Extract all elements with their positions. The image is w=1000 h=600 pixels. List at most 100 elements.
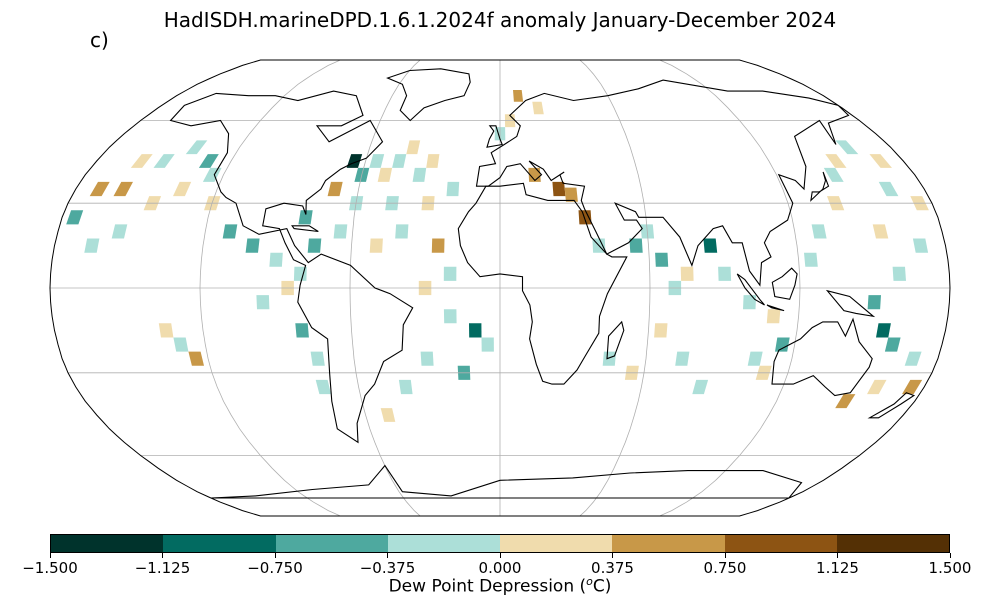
anomaly-cell xyxy=(153,154,175,168)
anomaly-cell xyxy=(602,351,617,366)
colorbar-tick-mark xyxy=(387,553,388,558)
colorbar xyxy=(50,534,950,553)
gridline-longitude xyxy=(579,60,651,516)
coastline xyxy=(211,464,803,499)
map-outline xyxy=(49,59,951,517)
anomaly-cell xyxy=(884,337,901,352)
anomaly-cell xyxy=(703,238,718,253)
colorbar-label-suffix: C) xyxy=(592,576,612,597)
anomaly-cell xyxy=(198,154,219,168)
anomaly-cell xyxy=(513,90,524,102)
anomaly-cell xyxy=(481,337,494,352)
coastline xyxy=(169,90,414,444)
robinson-world-map xyxy=(49,59,951,517)
coastline xyxy=(736,273,765,306)
colorbar-segment xyxy=(612,535,725,552)
anomaly-cell xyxy=(392,154,407,168)
colorbar-tick-mark xyxy=(612,553,613,558)
gridline-longitude xyxy=(199,60,341,516)
anomaly-cells xyxy=(66,90,929,422)
anomaly-cell xyxy=(426,154,440,168)
anomaly-cell xyxy=(398,379,413,395)
coastline xyxy=(810,171,830,202)
gridline-longitude xyxy=(349,60,421,516)
colorbar-tick-label: 0.750 xyxy=(703,559,747,577)
colorbar-tick-mark xyxy=(162,553,163,558)
anomaly-cell xyxy=(369,238,383,253)
anomaly-cell xyxy=(420,351,434,366)
anomaly-cell xyxy=(431,238,445,253)
colorbar-tick-label: 0.375 xyxy=(591,559,634,577)
colorbar-segment xyxy=(51,535,164,552)
coastline xyxy=(291,225,319,233)
coastline xyxy=(771,267,798,300)
anomaly-cell xyxy=(269,252,283,267)
anomaly-cell xyxy=(654,323,668,338)
coastline xyxy=(825,289,876,318)
anomaly-cell xyxy=(84,238,100,253)
anomaly-cell xyxy=(443,266,457,281)
anomaly-cell xyxy=(876,323,891,338)
anomaly-cell xyxy=(130,154,153,168)
anomaly-cell xyxy=(904,351,922,366)
colorbar-tick-label: 0.000 xyxy=(478,559,522,577)
anomaly-cell xyxy=(173,181,192,197)
anomaly-cell xyxy=(333,224,348,239)
anomaly-cell xyxy=(552,181,566,197)
anomaly-cell xyxy=(395,224,409,239)
anomaly-cell xyxy=(811,224,827,239)
anomaly-cell xyxy=(564,187,578,202)
anomaly-cell xyxy=(766,309,781,324)
anomaly-cell xyxy=(680,266,694,281)
colorbar-segment xyxy=(163,535,276,552)
coastline xyxy=(867,392,916,419)
anomaly-cell xyxy=(412,167,427,182)
anomaly-cell xyxy=(867,295,881,310)
anomaly-cell xyxy=(173,337,189,352)
colorbar-tick-label: −1.500 xyxy=(22,559,78,577)
anomaly-cell xyxy=(377,167,393,182)
anomaly-cell xyxy=(835,394,856,409)
anomaly-cell xyxy=(869,154,892,168)
colorbar-segment xyxy=(724,535,837,552)
anomaly-cell xyxy=(295,323,309,338)
anomaly-cell xyxy=(912,238,929,253)
colorbar-label-sup: o xyxy=(586,575,593,588)
colorbar-tick-mark xyxy=(49,553,51,558)
colorbar-tick-mark xyxy=(837,553,838,558)
colorbar-label-prefix: Dew Point Depression ( xyxy=(388,576,587,597)
anomaly-cell xyxy=(446,181,460,197)
colorbar-tick-label: 1.125 xyxy=(816,559,859,577)
anomaly-cell xyxy=(293,266,307,281)
anomaly-cell xyxy=(872,224,889,239)
coastline xyxy=(386,68,471,122)
gridline-longitude xyxy=(659,60,801,516)
graticule xyxy=(50,60,950,516)
anomaly-cell xyxy=(113,181,133,197)
anomaly-cell xyxy=(89,181,110,197)
anomaly-cell xyxy=(443,309,457,324)
anomaly-cell xyxy=(892,266,906,281)
colorbar-tick-mark xyxy=(949,553,951,558)
anomaly-cell xyxy=(775,337,790,352)
anomaly-cell xyxy=(825,154,847,168)
anomaly-cell xyxy=(692,379,709,395)
anomaly-cell xyxy=(185,140,208,155)
coastline xyxy=(606,320,625,360)
colorbar-tick-label: −1.125 xyxy=(134,559,191,577)
colorbar-segment xyxy=(275,535,388,552)
colorbar-tick-mark xyxy=(724,553,726,558)
anomaly-cell xyxy=(878,181,899,197)
anomaly-cell xyxy=(327,181,343,197)
anomaly-cell xyxy=(315,379,331,395)
anomaly-cell xyxy=(310,351,325,366)
anomaly-cell xyxy=(718,266,732,281)
anomaly-cell xyxy=(380,408,396,422)
anomaly-cell xyxy=(469,323,482,338)
coastlines xyxy=(169,68,916,499)
anomaly-cell xyxy=(804,252,818,267)
coastline xyxy=(486,125,503,148)
anomaly-cell xyxy=(629,238,643,253)
colorbar-tick-mark xyxy=(274,553,276,558)
anomaly-cell xyxy=(111,224,128,239)
